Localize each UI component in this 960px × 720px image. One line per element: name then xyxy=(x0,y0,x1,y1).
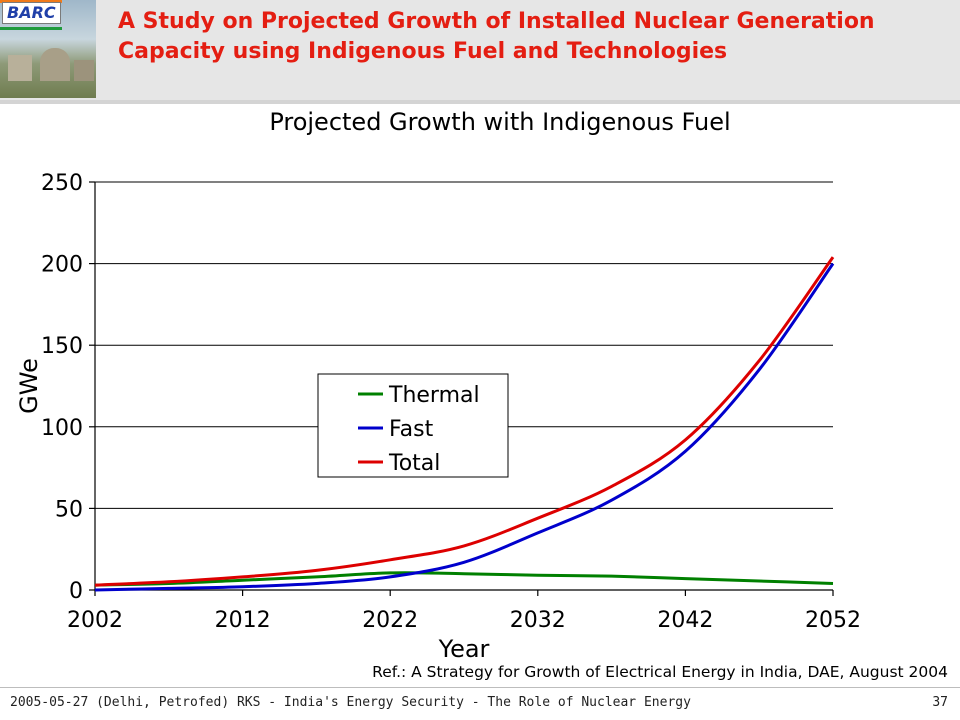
series-line-thermal xyxy=(94,571,834,587)
barc-logo: BARC xyxy=(0,0,96,98)
y-tick-label: 100 xyxy=(41,416,83,441)
y-tick-label: 250 xyxy=(41,171,83,196)
page-title: A Study on Projected Growth of Installed… xyxy=(118,9,875,64)
reference-note: Ref.: A Strategy for Growth of Electrica… xyxy=(372,663,948,681)
plant-building-icon xyxy=(8,55,32,81)
legend-label-fast: Fast xyxy=(389,417,434,442)
x-axis-ticks: 2002 2012 2022 2032 2042 2052 xyxy=(67,590,861,633)
legend-label-total: Total xyxy=(388,451,440,476)
x-tick-label: 2042 xyxy=(657,608,713,633)
chart-title: Projected Growth with Indigenous Fuel xyxy=(269,108,730,136)
series-lines xyxy=(94,256,835,592)
x-axis-label: Year xyxy=(438,635,490,660)
y-tick-label: 200 xyxy=(41,253,83,278)
legend-label-thermal: Thermal xyxy=(388,383,480,408)
logo-bar-green xyxy=(0,27,62,30)
x-tick-label: 2052 xyxy=(805,608,861,633)
x-tick-label: 2032 xyxy=(510,608,566,633)
line-chart: Projected Growth with Indigenous Fuel 0 5… xyxy=(15,108,861,660)
page-number: 37 xyxy=(932,695,948,710)
footer-text: 2005-05-27 (Delhi, Petrofed) RKS - India… xyxy=(10,695,691,710)
logo-bar-orange xyxy=(0,0,62,3)
reactor-dome-icon xyxy=(40,48,70,81)
y-axis-ticks: 0 50 100 150 200 250 xyxy=(41,171,95,604)
footer-divider xyxy=(0,687,960,688)
legend-box xyxy=(317,373,509,478)
series-line-fast xyxy=(94,262,835,592)
y-axis-label: GWe xyxy=(15,358,43,414)
plant-building-icon xyxy=(74,60,94,81)
y-tick-label: 150 xyxy=(41,334,83,359)
y-tick-label: 0 xyxy=(69,579,83,604)
slide-header: BARC A Study on Projected Growth of Inst… xyxy=(0,0,960,104)
x-tick-label: 2012 xyxy=(215,608,271,633)
logo-text: BARC xyxy=(2,2,61,24)
y-tick-label: 50 xyxy=(55,497,83,522)
x-tick-label: 2022 xyxy=(362,608,418,633)
chart-legend: Thermal Fast Total xyxy=(317,373,509,478)
series-line-total xyxy=(94,256,835,587)
x-tick-label: 2002 xyxy=(67,608,123,633)
